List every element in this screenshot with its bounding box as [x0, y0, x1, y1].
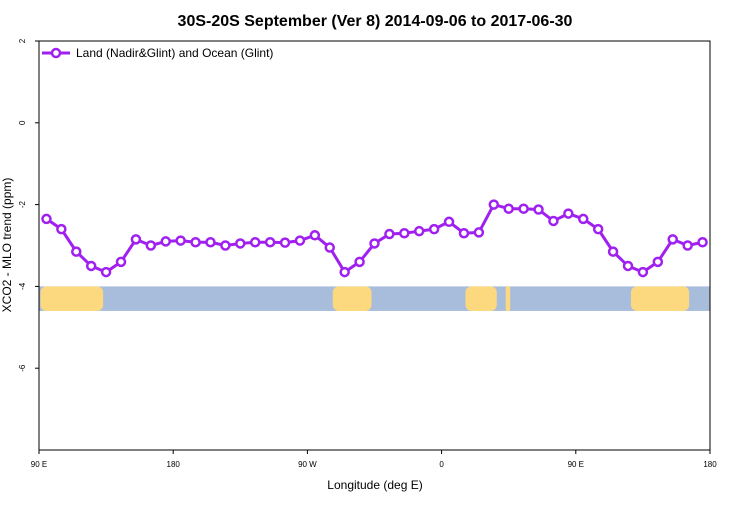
data-point — [458, 227, 470, 239]
land-segment — [40, 286, 104, 311]
data-point — [607, 246, 619, 257]
data-point — [160, 236, 171, 247]
data-point — [488, 199, 500, 210]
x-tick-label: 90 E — [31, 460, 47, 469]
data-point — [190, 236, 201, 248]
axes: 90 E 180 90 W 0 90 E 180 2 0 -2 -4 -6 — [18, 38, 717, 469]
data-point — [85, 260, 97, 272]
data-point — [473, 227, 485, 238]
data-point — [354, 256, 365, 268]
data-point — [697, 236, 708, 248]
data-point — [637, 266, 649, 278]
data-point — [71, 246, 82, 257]
data-point — [41, 213, 52, 225]
data-point — [324, 242, 336, 253]
data-point — [339, 266, 350, 278]
data-point — [220, 240, 231, 251]
data-point — [399, 227, 410, 239]
legend-marker — [50, 47, 62, 59]
y-axis-label: XCO2 - MLO trend (ppm) — [0, 178, 14, 313]
x-tick-label: 180 — [703, 460, 717, 469]
data-point — [235, 238, 246, 249]
data-point — [622, 260, 634, 272]
data-point — [533, 204, 544, 215]
ocean-band — [39, 286, 710, 311]
y-tick-label: 2 — [18, 38, 27, 43]
data-point — [428, 223, 440, 235]
land-segment — [465, 286, 497, 311]
data-point — [578, 213, 589, 225]
legend: Land (Nadir&Glint) and Ocean (Glint) — [42, 46, 273, 60]
data-point — [443, 216, 455, 228]
data-point — [145, 240, 157, 251]
x-tick-label: 90 E — [568, 460, 584, 469]
data-point — [175, 235, 186, 246]
data-point — [667, 234, 678, 245]
data-point — [503, 203, 514, 214]
land-segment — [630, 286, 690, 311]
y-tick-label: -6 — [18, 364, 27, 372]
legend-series-label: Land (Nadir&Glint) and Ocean (Glint) — [76, 46, 273, 60]
data-point — [369, 238, 380, 249]
data-point — [652, 256, 664, 268]
data-point — [413, 225, 425, 237]
data-point — [205, 236, 216, 248]
y-tick-label: 0 — [18, 120, 27, 125]
x-tick-label: 90 W — [298, 460, 317, 469]
data-point — [249, 236, 261, 248]
data-point — [294, 235, 306, 246]
x-tick-label: 0 — [439, 460, 444, 469]
data-point — [592, 223, 604, 235]
data-point — [309, 230, 321, 241]
data-point — [115, 256, 127, 268]
data-point — [384, 228, 395, 240]
x-axis-label: Longitude (deg E) — [327, 478, 422, 492]
data-point — [279, 237, 291, 248]
y-tick-label: -2 — [18, 200, 27, 208]
coastline-strip — [39, 286, 710, 311]
chart-title: 30S-20S September (Ver 8) 2014-09-06 to … — [178, 13, 573, 30]
series-layer — [41, 199, 708, 278]
data-point — [682, 240, 693, 251]
land-segment — [332, 286, 372, 311]
data-point — [548, 215, 559, 227]
data-point — [100, 266, 112, 278]
data-point — [130, 234, 142, 245]
data-point — [264, 236, 276, 248]
plot-frame — [38, 40, 711, 451]
data-point — [563, 208, 574, 219]
y-tick-label: -4 — [18, 282, 27, 290]
data-point — [518, 203, 529, 214]
land-segment — [505, 286, 511, 311]
x-tick-label: 180 — [167, 460, 181, 469]
data-point — [56, 223, 67, 235]
